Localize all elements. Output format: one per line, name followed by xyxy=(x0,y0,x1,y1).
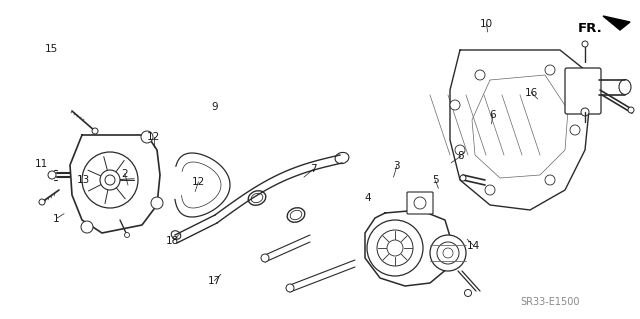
Text: 18: 18 xyxy=(166,236,179,246)
Circle shape xyxy=(430,235,466,271)
Text: 4: 4 xyxy=(365,193,371,203)
Text: 2: 2 xyxy=(122,169,128,179)
Circle shape xyxy=(581,108,589,116)
Text: 12: 12 xyxy=(192,177,205,187)
Text: 1: 1 xyxy=(53,213,60,224)
Text: 8: 8 xyxy=(458,151,464,161)
Text: 10: 10 xyxy=(480,19,493,29)
Circle shape xyxy=(81,221,93,233)
Circle shape xyxy=(377,230,413,266)
Circle shape xyxy=(460,175,466,181)
Circle shape xyxy=(39,199,45,205)
Circle shape xyxy=(261,254,269,262)
Circle shape xyxy=(105,175,115,185)
Circle shape xyxy=(414,197,426,209)
Text: 16: 16 xyxy=(525,87,538,98)
Circle shape xyxy=(82,152,138,208)
Circle shape xyxy=(443,248,453,258)
Circle shape xyxy=(286,284,294,292)
FancyBboxPatch shape xyxy=(565,68,601,114)
Circle shape xyxy=(570,125,580,135)
FancyBboxPatch shape xyxy=(407,192,433,214)
Circle shape xyxy=(455,145,465,155)
Circle shape xyxy=(151,197,163,209)
Circle shape xyxy=(125,233,129,238)
Circle shape xyxy=(100,170,120,190)
Text: 15: 15 xyxy=(45,44,58,55)
Text: 9: 9 xyxy=(211,102,218,112)
Text: 7: 7 xyxy=(310,164,317,174)
Circle shape xyxy=(450,100,460,110)
Text: 17: 17 xyxy=(208,276,221,286)
Circle shape xyxy=(485,185,495,195)
Text: SR33-E1500: SR33-E1500 xyxy=(520,297,580,307)
Text: 13: 13 xyxy=(77,175,90,185)
Circle shape xyxy=(545,65,555,75)
Circle shape xyxy=(48,171,56,179)
Circle shape xyxy=(475,70,485,80)
Circle shape xyxy=(582,41,588,47)
Text: FR.: FR. xyxy=(578,21,602,34)
Circle shape xyxy=(465,290,472,296)
Text: 11: 11 xyxy=(35,159,48,169)
Text: 6: 6 xyxy=(490,110,496,120)
Circle shape xyxy=(387,240,403,256)
Circle shape xyxy=(437,242,459,264)
Circle shape xyxy=(628,107,634,113)
Text: 3: 3 xyxy=(394,161,400,171)
Circle shape xyxy=(141,131,153,143)
Polygon shape xyxy=(603,16,630,30)
Circle shape xyxy=(92,128,98,134)
Text: 5: 5 xyxy=(432,175,438,185)
Circle shape xyxy=(367,220,423,276)
Text: 12: 12 xyxy=(147,132,160,142)
Circle shape xyxy=(545,175,555,185)
Text: 14: 14 xyxy=(467,241,480,251)
